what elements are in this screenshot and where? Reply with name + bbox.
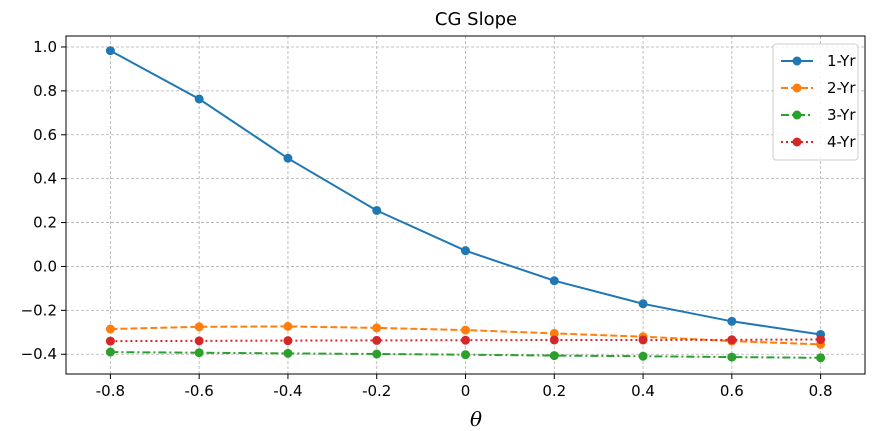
data-point (283, 348, 293, 358)
data-point (105, 336, 115, 346)
data-point (194, 94, 204, 104)
y-tick-label: 0.2 (33, 214, 57, 232)
data-point (194, 322, 204, 332)
data-point (638, 335, 648, 345)
data-point (816, 335, 826, 345)
y-tick-label: −0.2 (21, 301, 57, 319)
x-tick-label: -0.6 (185, 382, 214, 400)
x-tick-label: 0 (461, 382, 471, 400)
data-point (549, 276, 559, 286)
data-point (549, 351, 559, 361)
data-point (461, 335, 470, 345)
data-point (283, 336, 293, 346)
series-4-Yr (105, 335, 826, 346)
data-point (372, 323, 382, 333)
legend-label: 2-Yr (827, 79, 856, 97)
series-layer (105, 46, 826, 363)
data-point (549, 328, 559, 338)
x-axis-label: θ (470, 407, 482, 431)
x-tick-label: 0.8 (809, 382, 833, 400)
series-3-Yr (105, 347, 826, 363)
legend-label: 4-Yr (827, 133, 856, 151)
y-axis: −0.4 −0.2 0.0 0.2 0.4 0.6 0.8 1.0 (21, 38, 66, 363)
x-tick-label: -0.4 (273, 382, 302, 400)
x-tick-label: 0.2 (542, 382, 566, 400)
data-point (194, 336, 204, 346)
data-point (105, 324, 115, 334)
y-tick-label: 0.6 (33, 126, 57, 144)
data-point (283, 153, 293, 163)
legend-swatch-marker (792, 137, 802, 147)
legend-entry: 2-Yr (781, 79, 856, 97)
x-axis: -0.8 -0.6 -0.4 -0.2 0 0.2 0.4 0.6 0.8 (96, 374, 833, 400)
y-tick-label: −0.4 (21, 345, 57, 363)
legend: 1-Yr 2-Yr 3-Yr 4-Yr (772, 43, 859, 161)
y-tick-label: 0.4 (33, 170, 57, 188)
y-tick-label: 1.0 (33, 38, 57, 56)
legend-label: 3-Yr (827, 106, 856, 124)
x-tick-label: -0.8 (96, 382, 125, 400)
legend-box (772, 43, 859, 161)
x-tick-label: -0.2 (362, 382, 391, 400)
data-point (638, 351, 648, 361)
data-point (105, 347, 115, 357)
data-point (372, 335, 382, 345)
x-tick-label: 0.4 (631, 382, 655, 400)
data-point (727, 316, 737, 326)
legend-swatch-marker (792, 56, 802, 66)
legend-label: 1-Yr (827, 52, 856, 70)
data-point (638, 299, 648, 309)
data-point (461, 246, 470, 256)
data-point (816, 353, 826, 363)
legend-entry: 3-Yr (781, 106, 856, 124)
data-point (283, 321, 293, 331)
y-tick-label: 0.8 (33, 82, 57, 100)
data-point (549, 335, 559, 345)
data-point (372, 205, 382, 215)
chart-title: CG Slope (435, 9, 517, 30)
legend-entry: 1-Yr (781, 52, 856, 70)
legend-entry: 4-Yr (781, 133, 856, 151)
x-tick-label: 0.6 (720, 382, 744, 400)
data-point (194, 348, 204, 358)
data-point (727, 352, 737, 362)
y-tick-label: 0.0 (33, 257, 57, 275)
legend-swatch-marker (792, 110, 802, 120)
data-point (461, 325, 470, 335)
data-point (372, 349, 382, 359)
data-point (105, 46, 115, 56)
legend-swatch-marker (792, 83, 802, 93)
data-point (727, 335, 737, 345)
data-point (461, 350, 470, 360)
series-2-Yr (105, 321, 826, 349)
